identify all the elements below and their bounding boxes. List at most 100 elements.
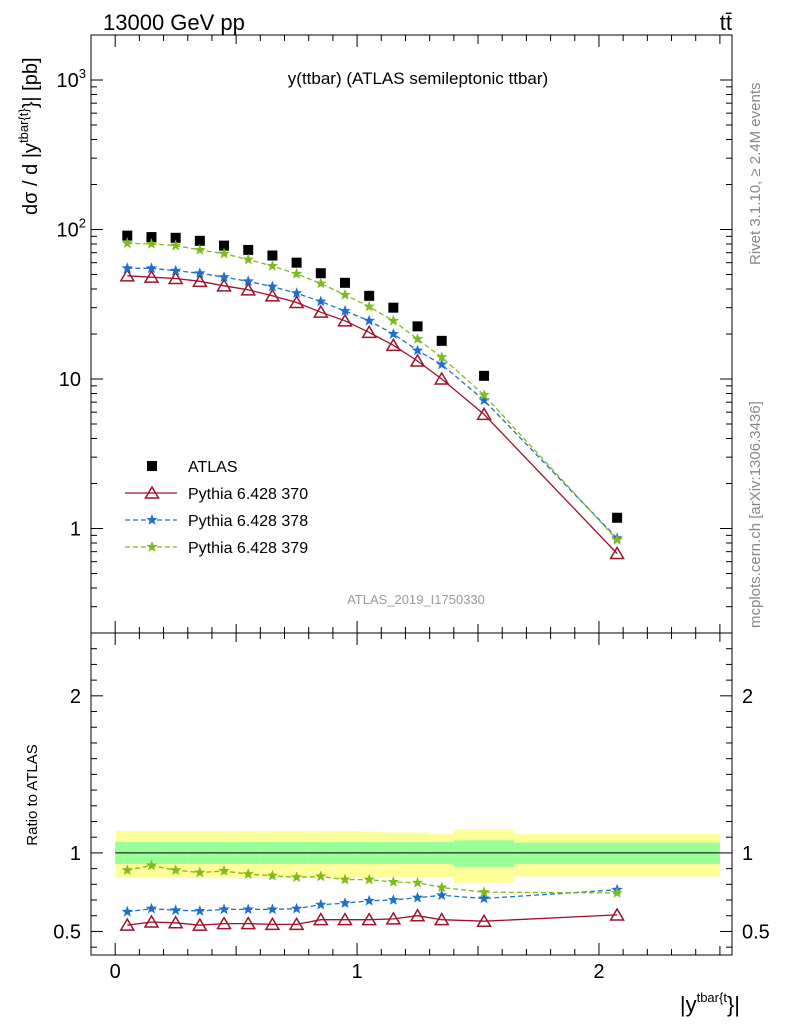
ratio-data-point: [363, 873, 375, 885]
main-data-point: [312, 304, 329, 318]
ratio-data-point: [192, 917, 208, 931]
main-series-1: [119, 268, 625, 560]
main-y-label-text: dσ / d |ytbar{t}}| [pb]: [16, 57, 42, 215]
main-data-point: [436, 351, 448, 362]
ratio-data-point: [121, 905, 133, 917]
main-data-point: [146, 232, 157, 243]
main-data-point: [412, 321, 423, 332]
main-data-point: [479, 370, 490, 381]
main-data-point: [339, 277, 350, 288]
main-data-point: [216, 278, 232, 292]
main-panel: 1 10 102 103 y(ttbar) (ATLAS semileptonic t…: [16, 34, 733, 634]
main-data-point: [192, 273, 208, 288]
main-data-point: [387, 314, 400, 326]
ratio-data-point: [288, 916, 305, 931]
main-data-point: [194, 243, 206, 255]
main-data-point: [143, 269, 160, 283]
main-data-point: [170, 232, 181, 243]
main-data-point: [122, 230, 133, 241]
ratio-data-point: [609, 907, 625, 921]
main-data-point: [364, 290, 375, 301]
main-data-point: [339, 288, 351, 300]
ratio-data-point: [387, 894, 400, 905]
analysis-tag: ATLAS_2019_I1750330: [347, 592, 485, 607]
main-data-point: [478, 394, 490, 406]
main-series-0: [122, 230, 623, 523]
plot-title: y(ttbar) (ATLAS semileptonic ttbar): [288, 69, 548, 88]
ratio-panel: 0.5 0.5 1 1 2 2 0 1 2 Ratio to ATLAS |ytbar{t}|: [24, 632, 770, 1017]
main-y-tick-exponent: 3: [79, 66, 86, 81]
ratio-data-point: [478, 892, 490, 904]
main-data-point: [119, 268, 136, 282]
main-data-point: [121, 262, 133, 274]
header-process-label: tt̄: [720, 10, 732, 35]
main-y-tick-label: 102: [57, 216, 86, 242]
ratio-series-2: [121, 859, 623, 898]
main-data-point: [337, 313, 353, 327]
ratio-data-point: [240, 916, 257, 930]
ratio-data-point: [290, 902, 303, 914]
ratio-data-point: [143, 914, 160, 928]
main-data-point: [436, 335, 447, 346]
main-y-axis-label: dσ / d |ytbar{t}}| [pb]: [16, 57, 42, 215]
legend-marker: [147, 461, 157, 471]
main-data-point: [315, 277, 327, 289]
main-y-label-tail: }| [pb]: [20, 57, 42, 108]
ratio-data-point: [167, 915, 184, 929]
main-data-point: [194, 235, 205, 246]
main-y-tick-label: 10: [59, 369, 81, 391]
main-y-label-sup: tbar{t}: [16, 108, 31, 143]
ratio-plot-area: 0.5 0.5 1 1 2 2 0 1 2: [53, 632, 770, 983]
main-series-line: [127, 267, 618, 539]
ratio-data-point: [218, 903, 230, 915]
main-data-point: [315, 295, 327, 307]
main-data-point: [385, 337, 402, 352]
ratio-data-point: [433, 912, 450, 926]
main-data-point: [267, 250, 278, 261]
main-data-point: [433, 371, 450, 385]
x-tick-label: 0: [110, 961, 121, 983]
ratio-series-0: [119, 907, 625, 931]
ratio-data-point: [216, 916, 232, 930]
ratio-y-tick-label: 0.5: [53, 921, 81, 943]
ratio-data-point: [266, 869, 279, 881]
ratio-series-1: [121, 883, 623, 917]
main-data-point: [243, 244, 254, 255]
ratio-y-tick-label: 2: [70, 686, 81, 708]
ratio-data-point: [290, 871, 303, 883]
ratio-data-point: [312, 912, 329, 926]
main-data-point: [121, 237, 133, 248]
main-data-point: [288, 295, 305, 309]
main-data-point: [194, 267, 206, 279]
ratio-y-tick-label: 1: [70, 843, 81, 865]
main-data-point: [339, 305, 351, 316]
main-series-3: [121, 237, 623, 545]
main-data-point: [361, 324, 377, 339]
ratio-data-point: [361, 912, 377, 926]
main-data-point: [266, 280, 279, 292]
x-label-base: |y: [680, 992, 697, 1017]
ratio-y-tick-label-right: 1: [742, 843, 753, 865]
ratio-y-tick-label-right: 0.5: [742, 921, 770, 943]
ratio-data-point: [194, 866, 206, 878]
main-data-point: [290, 267, 303, 279]
main-data-point: [476, 406, 492, 421]
main-data-point: [242, 253, 254, 265]
main-data-point: [242, 275, 254, 287]
ratio-data-point: [170, 864, 182, 875]
main-data-point: [609, 546, 625, 560]
ratio-data-point: [194, 905, 206, 916]
ratio-data-point: [242, 868, 254, 879]
ratio-band-inner: [453, 840, 515, 868]
main-series-line: [127, 275, 618, 554]
legend-marker: [144, 485, 160, 499]
main-y-tick-exponent: 2: [79, 216, 86, 231]
main-data-point: [218, 247, 230, 259]
x-axis-label: |ytbar{t}|: [680, 990, 740, 1017]
main-data-point: [145, 238, 158, 249]
main-data-point: [145, 262, 158, 274]
ratio-data-point: [145, 902, 158, 914]
main-data-point: [219, 240, 230, 251]
main-data-point: [411, 333, 424, 344]
ratio-data-point: [611, 887, 623, 898]
